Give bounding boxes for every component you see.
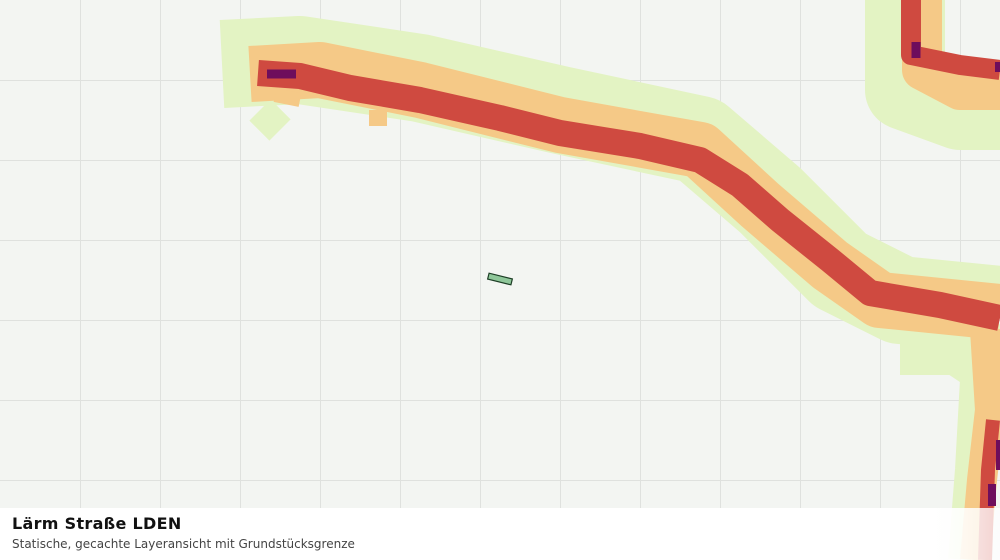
legend-panel: Lärm Straße LDEN Statische, gecachte Lay… bbox=[0, 508, 1000, 560]
parcel-boundary[interactable] bbox=[486, 272, 514, 286]
layer-title: Lärm Straße LDEN bbox=[12, 514, 182, 533]
layer-subtitle: Statische, gecachte Layeransicht mit Gru… bbox=[12, 537, 355, 551]
